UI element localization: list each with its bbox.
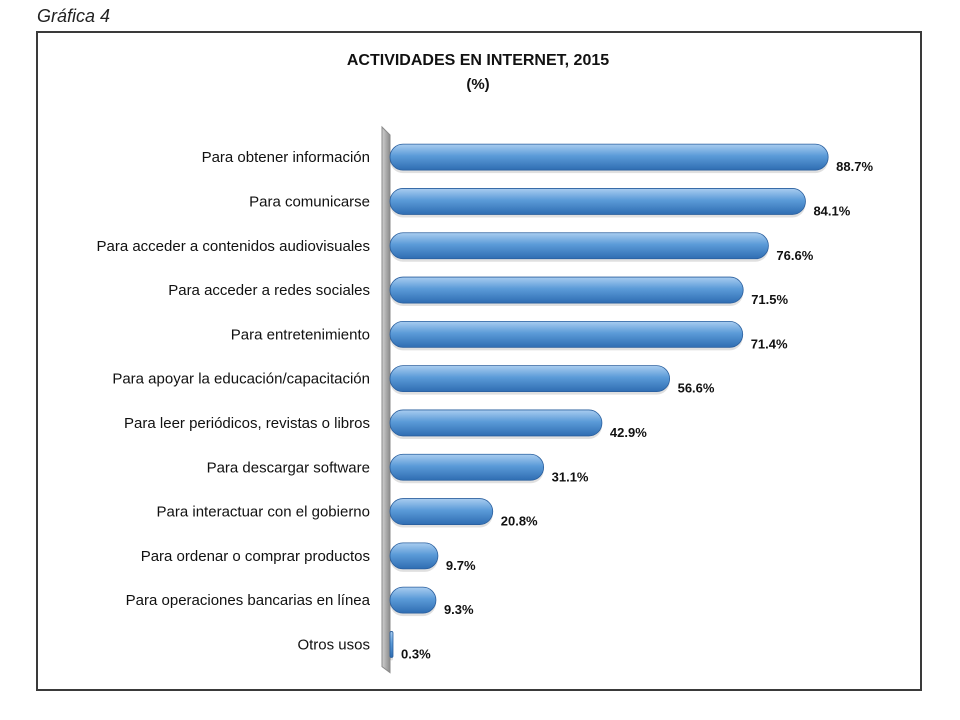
bar [389, 586, 437, 614]
category-axis [381, 125, 391, 674]
bar [389, 542, 439, 570]
data-label: 0.3% [401, 646, 431, 661]
data-label: 20.8% [501, 514, 538, 529]
data-label: 56.6% [678, 381, 715, 396]
bar [389, 232, 769, 260]
bar [389, 143, 829, 171]
data-label: 76.6% [776, 248, 813, 263]
data-label: 42.9% [610, 425, 647, 440]
figure-caption: Gráfica 4 [37, 6, 111, 26]
chart-frame [36, 31, 922, 691]
bar [389, 365, 671, 393]
data-label: 9.3% [444, 602, 474, 617]
data-label: 71.4% [751, 336, 788, 351]
bar [389, 631, 394, 658]
category-label: Otros usos [297, 636, 370, 653]
category-label: Para comunicarse [249, 193, 370, 210]
bar [389, 453, 545, 481]
bar [389, 276, 744, 304]
data-label: 9.7% [446, 558, 476, 573]
bar [389, 188, 806, 215]
data-label: 84.1% [813, 203, 850, 218]
bar [389, 498, 494, 525]
category-label: Para apoyar la educación/capacitación [112, 371, 370, 388]
data-label: 71.5% [751, 292, 788, 307]
category-label: Para acceder a redes sociales [168, 282, 370, 299]
category-label: Para ordenar o comprar productos [141, 548, 370, 565]
chart-subtitle: (%) [466, 76, 490, 93]
category-label: Para interactuar con el gobierno [157, 504, 370, 521]
chart-title: ACTIVIDADES EN INTERNET, 2015 [346, 52, 610, 69]
category-label: Para obtener información [202, 149, 370, 166]
category-label: Para operaciones bancarias en línea [126, 592, 371, 609]
category-label: Para descargar software [207, 459, 370, 476]
category-label: Para entretenimiento [231, 326, 370, 343]
category-label: Para leer periódicos, revistas o libros [124, 415, 370, 432]
category-label: Para acceder a contenidos audiovisuales [96, 238, 370, 255]
data-label: 31.1% [552, 469, 589, 484]
bar [389, 320, 744, 348]
bar [389, 409, 603, 437]
data-label: 88.7% [836, 159, 873, 174]
